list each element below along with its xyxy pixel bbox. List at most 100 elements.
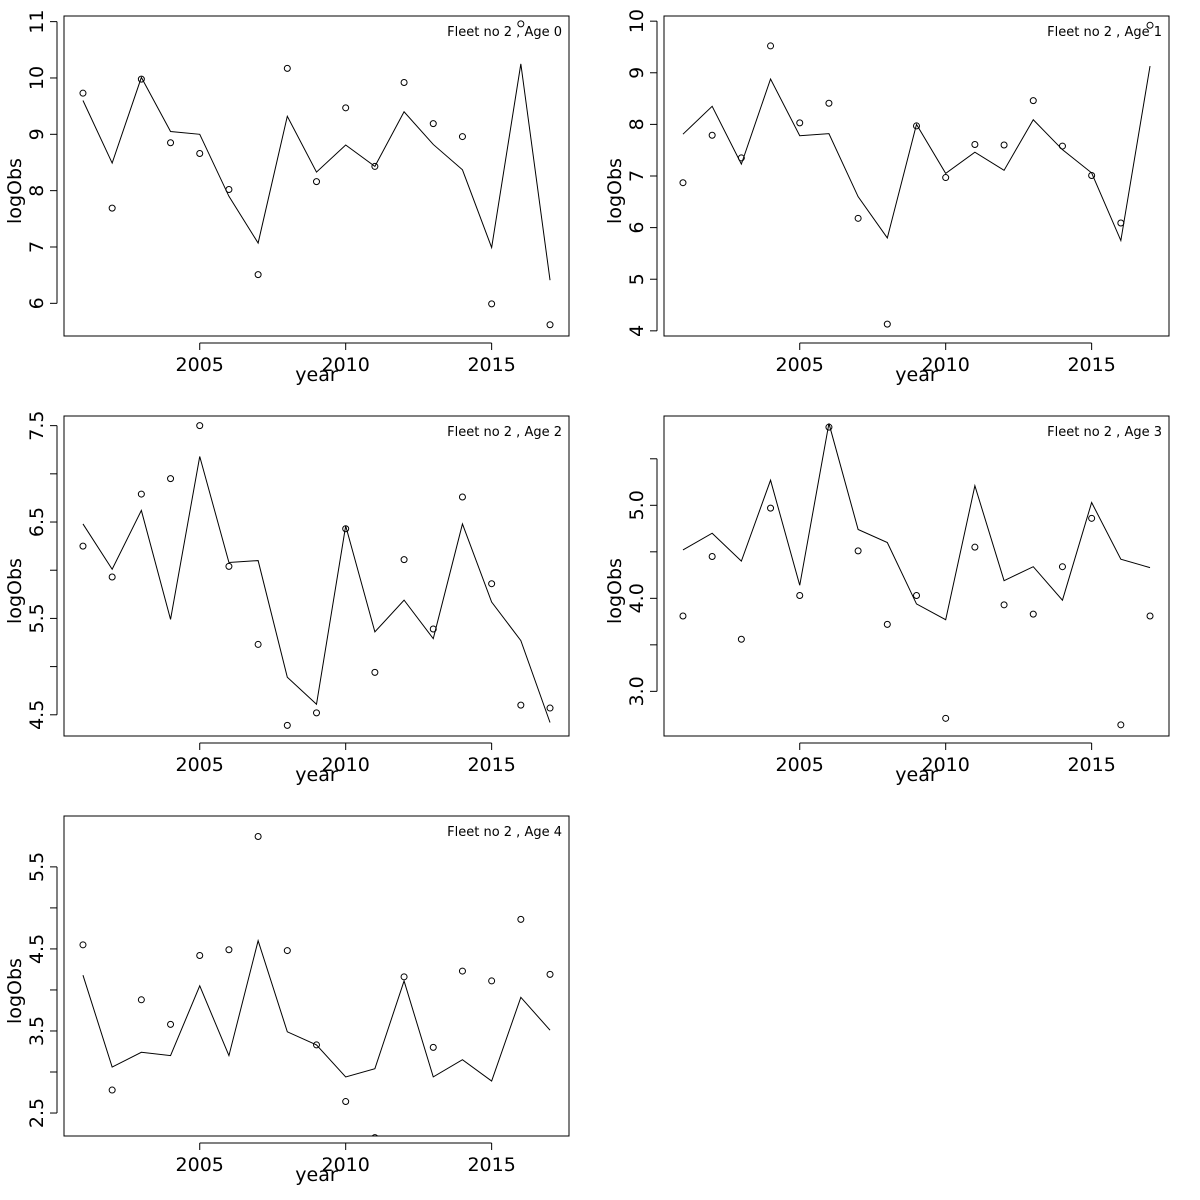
x-tick-label: 2015 [467, 754, 515, 776]
y-tick-label: 5.5 [26, 852, 48, 882]
observed-point [254, 833, 262, 841]
plot-frame [63, 815, 570, 1137]
observed-point [79, 89, 87, 97]
observed-point [942, 174, 950, 182]
observed-point [708, 131, 716, 139]
y-tick-label: 10 [626, 9, 648, 33]
observed-point [913, 122, 920, 130]
observed-point [137, 75, 145, 83]
observed-point [371, 1134, 378, 1136]
x-axis-title: year [295, 364, 338, 386]
fitted-line [682, 65, 1151, 243]
panel-title: Fleet no 2 , Age 4 [447, 825, 562, 840]
observed-point [371, 162, 379, 170]
observed-point [825, 423, 833, 431]
observed-point [283, 947, 291, 955]
panel-title: Fleet no 2 , Age 1 [1047, 25, 1162, 40]
x-tick-label: 2010 [922, 354, 970, 376]
observed-point [942, 714, 950, 722]
plot-frame [663, 415, 1170, 737]
observed-point [137, 490, 145, 498]
observed-point [517, 701, 525, 709]
observed-point [167, 475, 175, 483]
y-axis-title: logObs [4, 158, 26, 224]
fitted-line [82, 938, 551, 1082]
observed-point [342, 104, 350, 112]
observed-point [737, 154, 745, 162]
y-tick-label: 3.5 [26, 1016, 48, 1046]
observed-point [546, 704, 554, 712]
observed-point [342, 525, 350, 533]
observed-point [108, 573, 116, 581]
y-axis-title: logObs [604, 558, 626, 624]
observed-point [796, 592, 804, 600]
observed-point [313, 1041, 320, 1049]
observed-point [400, 973, 408, 981]
observed-point [225, 946, 233, 954]
observed-point [854, 547, 862, 555]
panel-3: Fleet no 2 , Age 3 2005 2010 2015 year 3.0 4.0… [604, 415, 1170, 786]
x-tick-label: 2005 [776, 754, 824, 776]
y-tick-label: 8 [26, 185, 48, 197]
plot-area [679, 21, 1154, 328]
observed-point [1058, 142, 1066, 150]
y-axis-title: logObs [4, 958, 26, 1024]
observed-point [883, 320, 891, 328]
x-axis-title: year [295, 764, 338, 786]
plot-area [79, 422, 554, 729]
observed-point [254, 271, 262, 279]
observed-point [767, 42, 775, 50]
x-axis-title: year [295, 1164, 338, 1186]
observed-point [1029, 97, 1037, 105]
observed-point [517, 915, 525, 923]
observed-point [971, 543, 979, 551]
observed-point [79, 542, 87, 550]
y-tick-label: 4.5 [26, 700, 48, 730]
y-tick-label: 5.5 [26, 603, 48, 633]
observed-point [708, 552, 716, 560]
y-tick-label: 4.0 [626, 583, 648, 613]
panel-title: Fleet no 2 , Age 3 [1047, 425, 1162, 440]
observed-point [546, 970, 554, 978]
observed-point [167, 1020, 175, 1028]
y-tick-label: 4 [626, 325, 648, 337]
y-tick-label: 7 [626, 170, 648, 182]
observed-point [1088, 171, 1096, 179]
panel-title: Fleet no 2 , Age 0 [447, 25, 562, 40]
observed-point [458, 133, 466, 141]
observed-point [1146, 612, 1154, 620]
observed-point [313, 178, 320, 186]
plot-area [79, 833, 554, 1136]
observed-point [196, 951, 204, 959]
plot-frame [63, 415, 570, 737]
y-tick-label: 2.5 [26, 1098, 48, 1128]
observed-point [1088, 514, 1096, 522]
observed-point [825, 99, 833, 107]
observed-point [167, 139, 175, 147]
x-tick-label: 2005 [176, 354, 224, 376]
y-tick-label: 6 [626, 222, 648, 234]
y-tick-label: 10 [26, 66, 48, 90]
plot-frame [663, 15, 1170, 337]
observed-point [196, 422, 204, 430]
observed-point [1117, 721, 1125, 729]
x-tick-label: 2015 [1067, 754, 1115, 776]
observed-point [225, 186, 233, 194]
x-tick-label: 2015 [1067, 354, 1115, 376]
x-axis-title: year [895, 764, 938, 786]
panel-title: Fleet no 2 , Age 2 [447, 425, 562, 440]
y-tick-label: 5 [626, 273, 648, 285]
observed-point [1029, 610, 1037, 618]
observed-point [254, 640, 262, 648]
observed-point [1146, 21, 1154, 29]
y-tick-label: 6 [26, 297, 48, 309]
observed-point [342, 1098, 350, 1106]
observed-point [429, 625, 437, 633]
observed-point [429, 1043, 437, 1051]
observed-point [108, 204, 116, 212]
y-tick-label: 9 [626, 67, 648, 79]
x-tick-label: 2005 [176, 1154, 224, 1176]
plot-frame [63, 15, 570, 337]
panel-1: Fleet no 2 , Age 1 2005 2010 2015 year 4 5 6 7 8 9… [604, 9, 1170, 386]
observed-point [458, 493, 466, 501]
